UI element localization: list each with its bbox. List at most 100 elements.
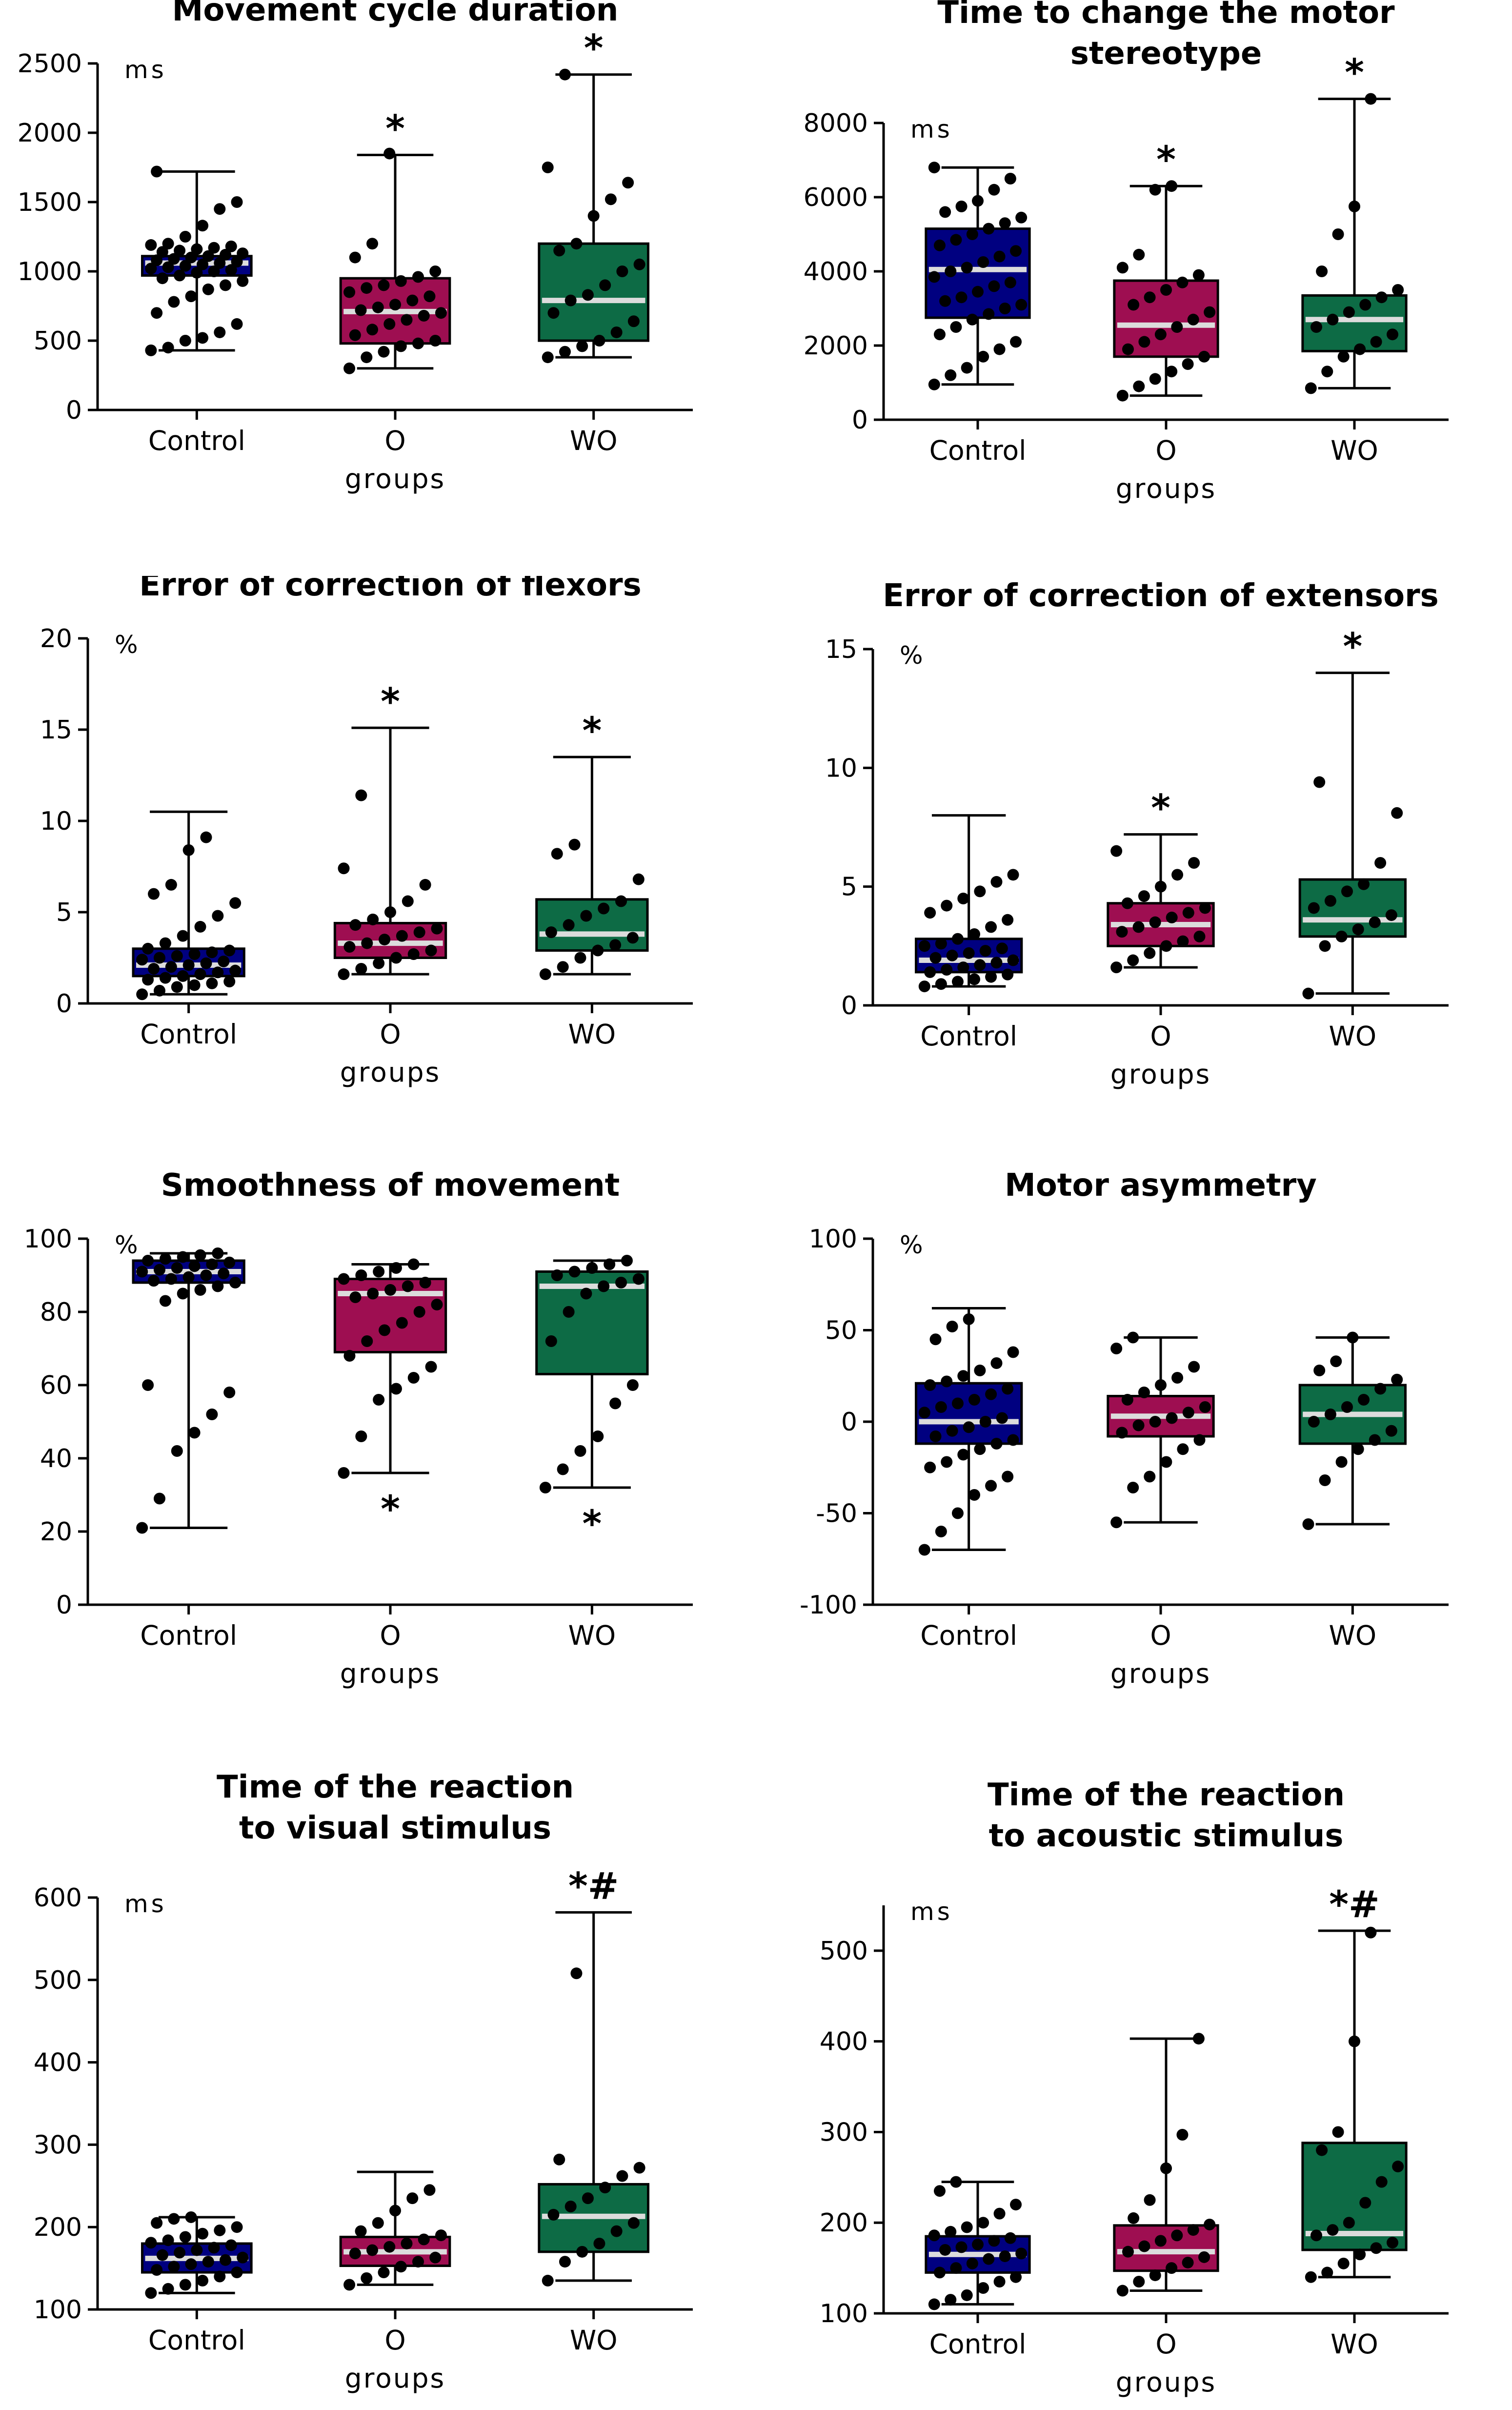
data-point bbox=[1374, 857, 1387, 869]
data-point bbox=[200, 831, 212, 843]
data-point bbox=[1192, 269, 1205, 281]
data-point bbox=[431, 1299, 443, 1310]
data-point bbox=[1160, 2162, 1172, 2174]
data-point bbox=[220, 279, 232, 291]
data-point bbox=[1392, 2161, 1404, 2173]
data-point bbox=[1369, 1434, 1381, 1446]
data-point bbox=[983, 2253, 995, 2265]
data-point bbox=[338, 862, 350, 875]
data-point bbox=[225, 240, 237, 252]
data-point bbox=[225, 2239, 237, 2251]
data-point bbox=[1010, 2199, 1022, 2211]
data-point bbox=[1116, 926, 1128, 938]
data-point bbox=[924, 907, 936, 919]
data-point bbox=[349, 2247, 361, 2260]
data-point bbox=[951, 1397, 964, 1409]
unit-label: % bbox=[115, 631, 141, 659]
unit-label: ms bbox=[124, 56, 167, 84]
x-tick-label: Control bbox=[140, 1019, 237, 1050]
chart-title-line: Time to change the motor bbox=[937, 0, 1395, 31]
data-point bbox=[1387, 2237, 1399, 2249]
data-point bbox=[182, 959, 195, 971]
chart-title-line: to acoustic stimulus bbox=[989, 1818, 1344, 1854]
data-point bbox=[553, 2153, 565, 2165]
y-tick-label: -100 bbox=[800, 1591, 857, 1620]
panel-reaction-acoustic-stimulus: Time of the reaction to acoustic stimulus… bbox=[820, 1777, 1449, 2398]
box-group-o bbox=[1107, 1331, 1215, 1529]
data-point bbox=[1138, 1387, 1150, 1398]
data-point bbox=[542, 2274, 554, 2287]
data-point bbox=[379, 1324, 391, 1336]
data-point bbox=[1155, 880, 1167, 893]
data-point bbox=[159, 1295, 171, 1307]
data-point bbox=[599, 2182, 611, 2194]
data-point bbox=[615, 895, 627, 907]
significance-marker: *# bbox=[568, 1864, 619, 1907]
data-point bbox=[168, 296, 180, 308]
data-point bbox=[223, 944, 236, 957]
data-point bbox=[605, 193, 617, 205]
data-point bbox=[142, 942, 154, 955]
data-point bbox=[951, 1507, 964, 1519]
box-group-o bbox=[1113, 2033, 1219, 2297]
x-tick-label: O bbox=[384, 2325, 405, 2356]
data-point bbox=[1324, 1409, 1336, 1420]
data-point bbox=[1327, 313, 1339, 326]
panel-error-correction-flexors: Error of correction of flexors% 0 5 10 15 20 C… bbox=[40, 576, 693, 1088]
data-point bbox=[999, 217, 1011, 229]
data-point bbox=[366, 324, 379, 336]
data-point bbox=[1369, 916, 1381, 928]
data-point bbox=[1332, 228, 1344, 240]
data-point bbox=[1204, 2218, 1216, 2230]
data-point bbox=[542, 162, 554, 173]
data-point bbox=[223, 1387, 236, 1398]
data-point bbox=[972, 195, 984, 207]
data-point bbox=[162, 2283, 174, 2295]
data-point bbox=[993, 2275, 1006, 2287]
data-point bbox=[188, 979, 201, 991]
data-point bbox=[1138, 2240, 1150, 2252]
data-point bbox=[1144, 1471, 1156, 1483]
unit-label: % bbox=[900, 641, 926, 670]
data-point bbox=[559, 68, 571, 81]
x-axis-label: groups bbox=[345, 2363, 445, 2394]
data-point bbox=[418, 309, 430, 322]
data-point bbox=[383, 318, 396, 330]
data-point bbox=[963, 947, 975, 959]
data-point bbox=[545, 926, 557, 939]
significance-marker: * bbox=[385, 106, 405, 150]
data-point bbox=[1335, 1456, 1348, 1468]
data-point bbox=[1347, 1331, 1359, 1344]
data-point bbox=[168, 2213, 180, 2225]
significance-marker: * bbox=[1156, 138, 1176, 181]
chart-title-line: Smoothness of movement bbox=[161, 1171, 620, 1204]
y-tick-label: 10 bbox=[40, 807, 72, 836]
data-point bbox=[361, 1335, 373, 1347]
box-group-o bbox=[339, 2170, 451, 2291]
data-point bbox=[632, 873, 645, 885]
data-point bbox=[966, 228, 978, 240]
data-point bbox=[950, 321, 962, 333]
data-point bbox=[1007, 869, 1019, 881]
data-point bbox=[924, 1461, 936, 1473]
data-point bbox=[231, 2221, 243, 2233]
data-point bbox=[580, 1287, 592, 1300]
data-point bbox=[194, 920, 206, 933]
data-point bbox=[396, 1317, 408, 1329]
data-point bbox=[151, 254, 163, 266]
y-tick-label: 400 bbox=[820, 2027, 868, 2057]
data-point bbox=[1149, 184, 1161, 196]
data-point bbox=[349, 1291, 362, 1303]
box-group-control bbox=[141, 165, 253, 356]
data-point bbox=[151, 2217, 163, 2229]
data-point bbox=[401, 2237, 413, 2249]
data-point bbox=[200, 957, 212, 969]
data-point bbox=[162, 261, 174, 273]
data-point bbox=[136, 988, 148, 1001]
data-point bbox=[928, 271, 940, 283]
data-point bbox=[1110, 1343, 1123, 1354]
box-group-control bbox=[132, 810, 245, 1001]
data-point bbox=[604, 1258, 616, 1270]
data-point bbox=[557, 1463, 569, 1475]
data-point bbox=[988, 280, 1000, 292]
